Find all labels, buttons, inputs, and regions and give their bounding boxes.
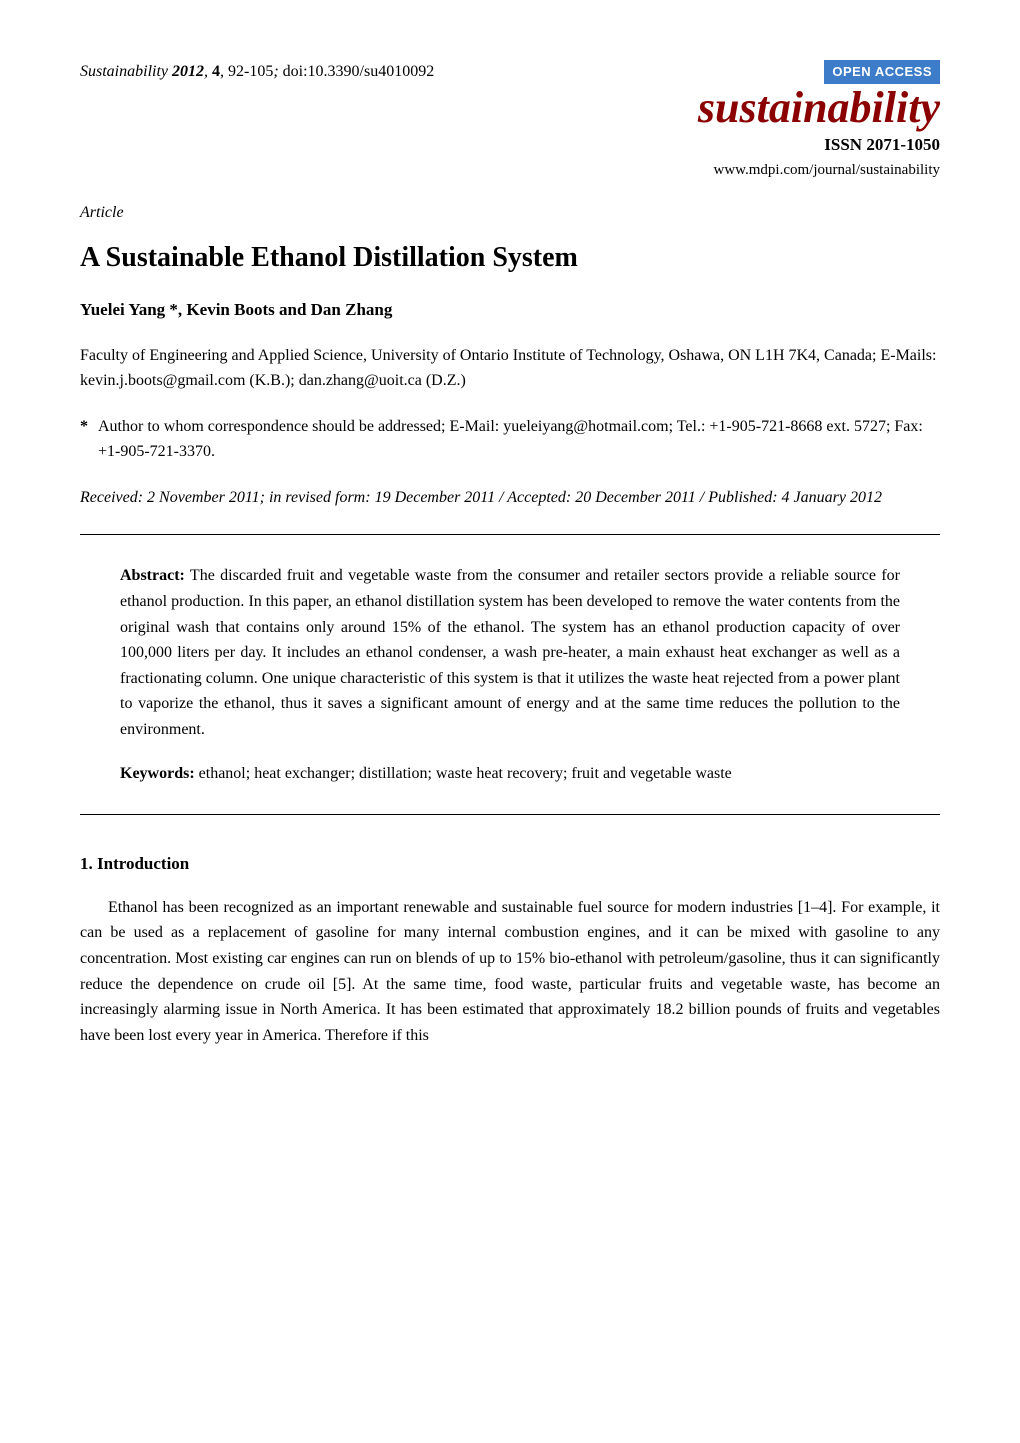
keywords-label: Keywords: — [120, 765, 195, 782]
citation-doi: doi:10.3390/su4010092 — [283, 63, 435, 80]
open-access-badge: OPEN ACCESS — [824, 60, 940, 84]
correspondence: * Author to whom correspondence should b… — [80, 414, 940, 465]
authors: Yuelei Yang *, Kevin Boots and Dan Zhang — [80, 297, 940, 323]
abstract-text: The discarded fruit and vegetable waste … — [120, 567, 900, 738]
correspondence-text: Author to whom correspondence should be … — [98, 414, 940, 465]
right-header: OPEN ACCESS sustainability ISSN 2071-105… — [698, 60, 940, 181]
journal-url: www.mdpi.com/journal/sustainability — [698, 159, 940, 182]
divider-bottom — [80, 814, 940, 815]
journal-logo: sustainability — [698, 86, 940, 130]
correspondence-marker: * — [80, 414, 88, 465]
abstract-label: Abstract: — [120, 567, 185, 584]
keywords-text: ethanol; heat exchanger; distillation; w… — [195, 765, 732, 782]
citation-year: 2012 — [172, 63, 204, 80]
section-1-body: Ethanol has been recognized as an import… — [80, 895, 940, 1049]
article-dates: Received: 2 November 2011; in revised fo… — [80, 485, 940, 511]
abstract-block: Abstract: The discarded fruit and vegeta… — [80, 563, 940, 786]
article-title: A Sustainable Ethanol Distillation Syste… — [80, 237, 940, 279]
issn-label: ISSN 2071-1050 — [698, 132, 940, 158]
abstract-paragraph: Abstract: The discarded fruit and vegeta… — [120, 563, 900, 742]
journal-citation: Sustainability 2012, 4, 92-105; doi:10.3… — [80, 60, 434, 84]
citation-volume: 4 — [212, 63, 220, 80]
divider-top — [80, 534, 940, 535]
article-type: Article — [80, 201, 940, 225]
citation-journal: Sustainability — [80, 63, 168, 80]
section-heading-1: 1. Introduction — [80, 851, 940, 877]
citation-pages: 92-105 — [228, 63, 273, 80]
keywords-paragraph: Keywords: ethanol; heat exchanger; disti… — [120, 761, 900, 787]
affiliation: Faculty of Engineering and Applied Scien… — [80, 343, 940, 394]
header-row: Sustainability 2012, 4, 92-105; doi:10.3… — [80, 60, 940, 181]
